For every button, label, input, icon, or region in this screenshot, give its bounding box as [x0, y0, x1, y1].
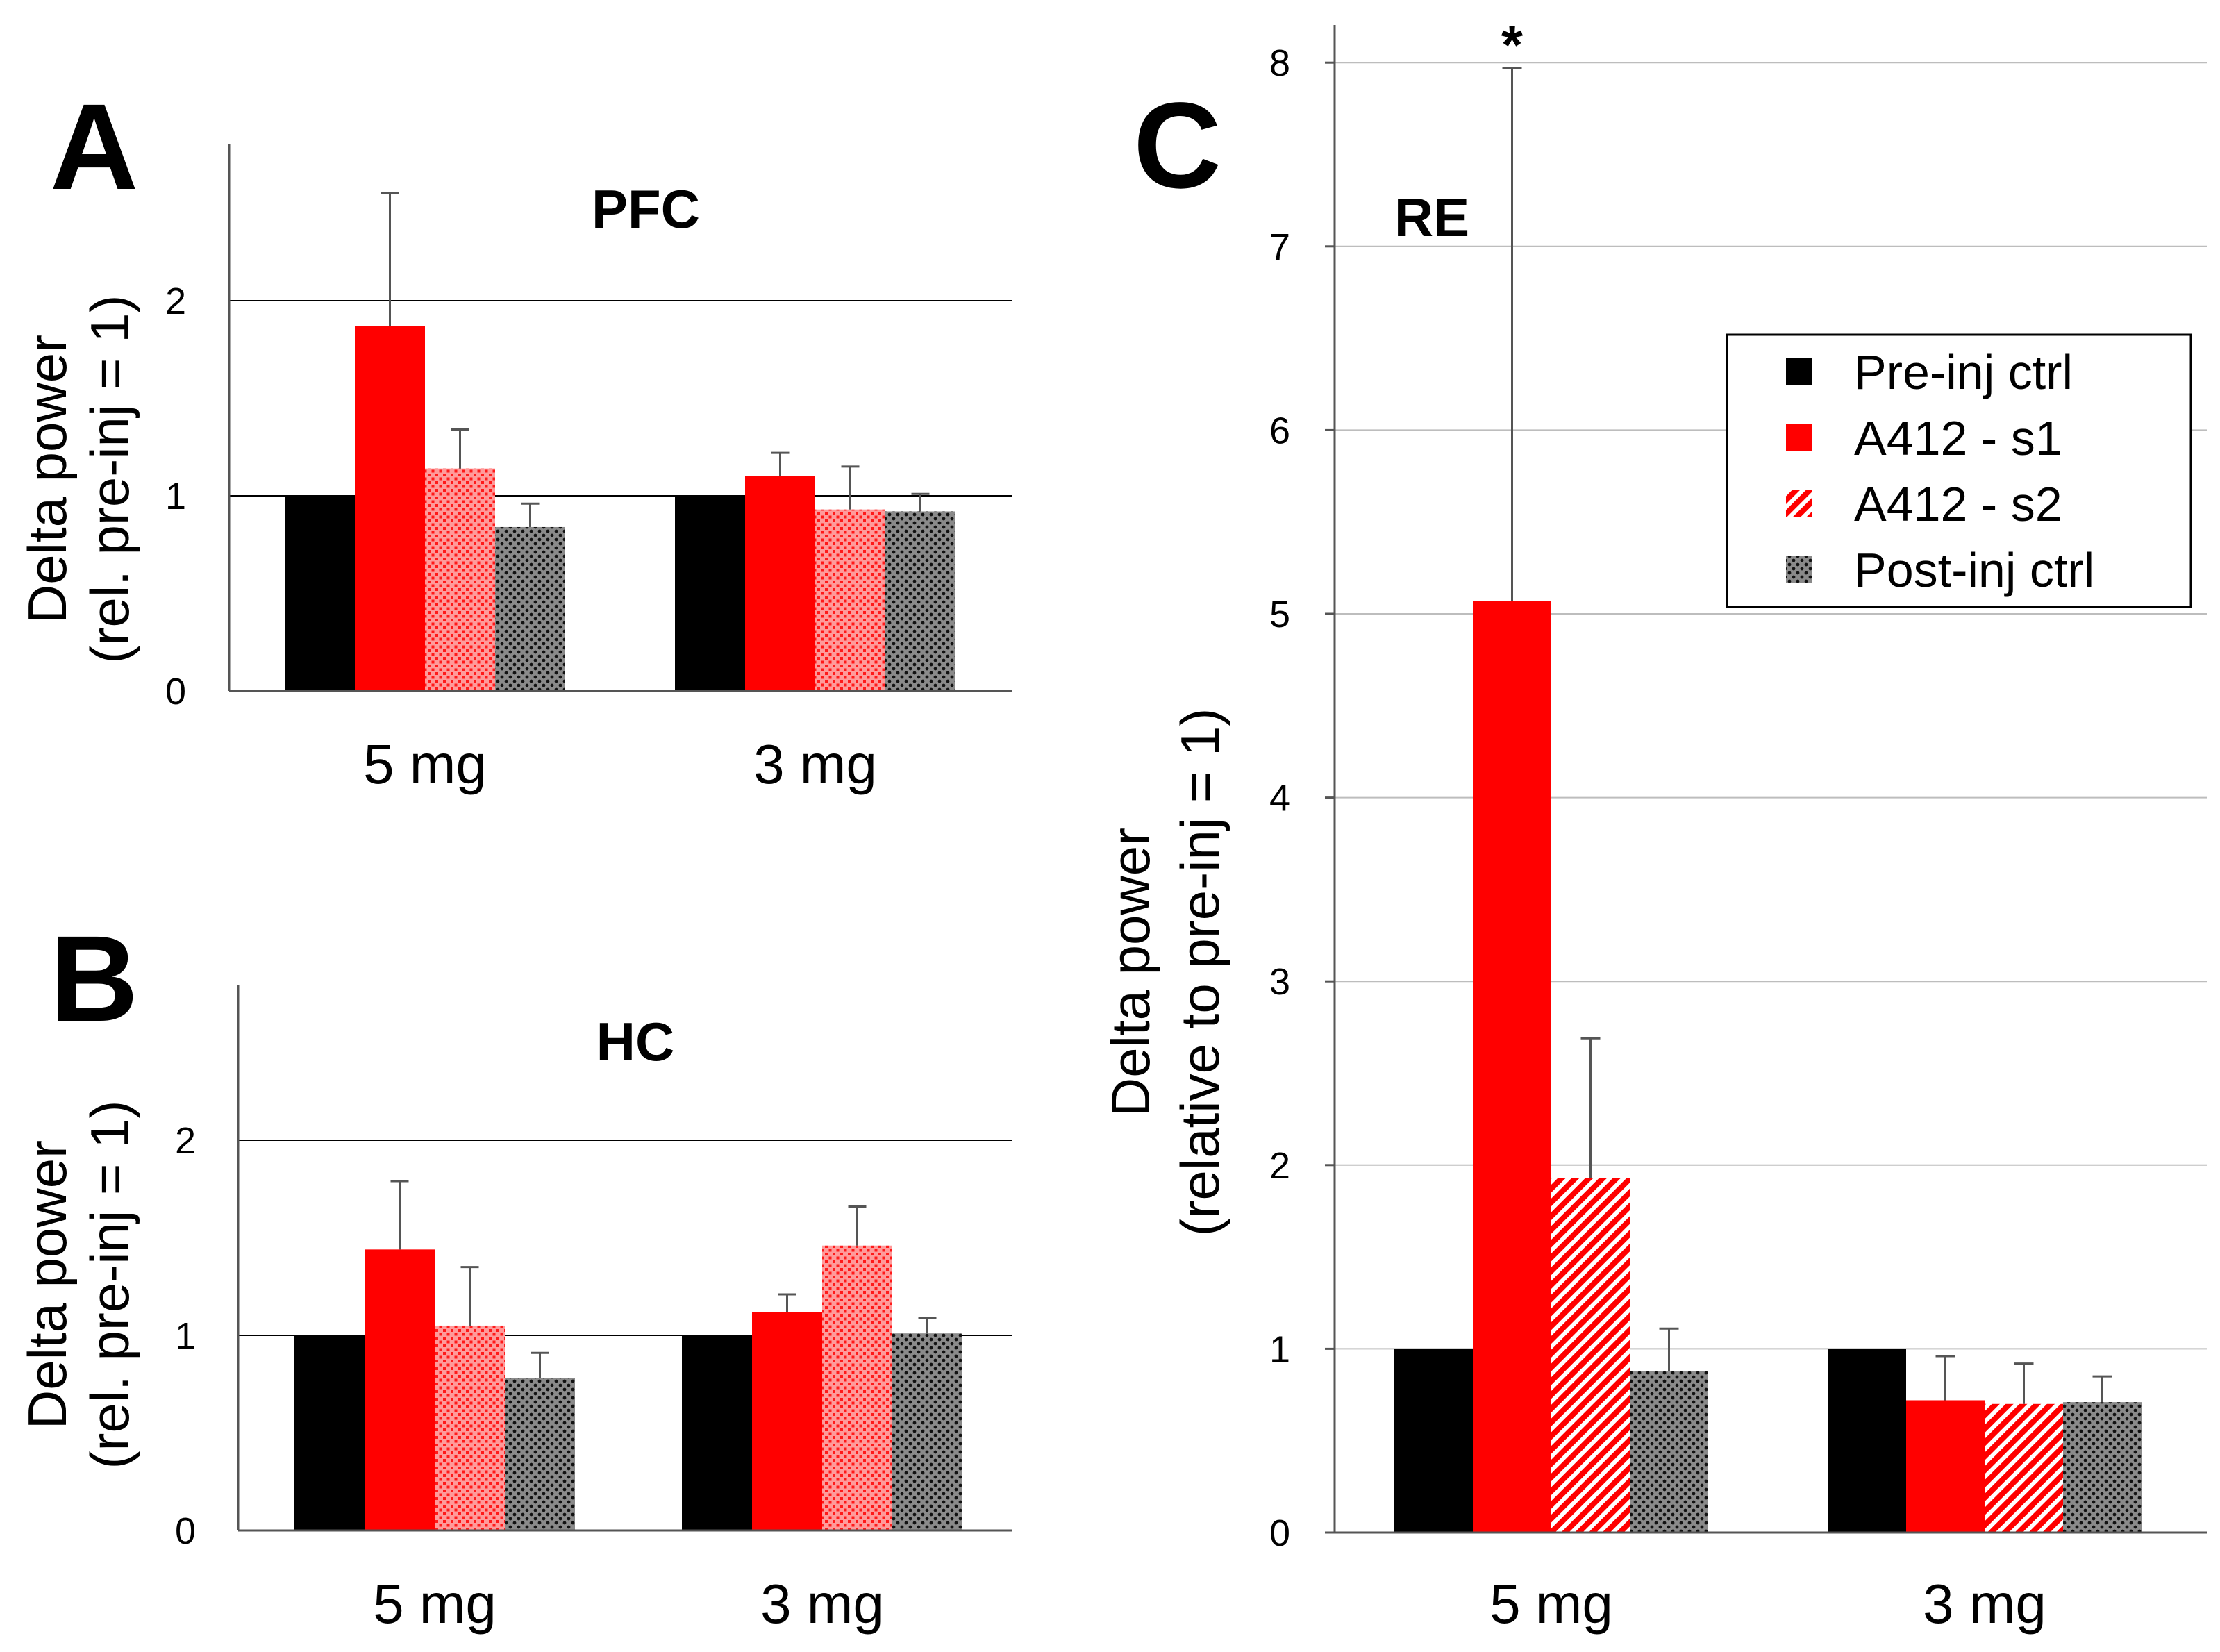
panel-a-chart: 0 1 2 5 mg 3 mg PFC Delta power (rel. pre-inj =…: [17, 144, 1012, 795]
legend-swatch-s2: [1786, 490, 1812, 517]
panel-a-tick-label-0: 0: [165, 671, 186, 712]
panel-c-ylabel-line2: (relative to pre-inj = 1): [1169, 708, 1230, 1237]
panel-c-category-label-5-mg: 5 mg: [1489, 1573, 1613, 1635]
panel-a-title: PFC: [592, 178, 700, 240]
panel-a-ylabel-line2: (rel. pre-inj = 1): [79, 295, 140, 664]
panel-b-bar-a412-s2-3-mg: [822, 1245, 892, 1530]
panel-a-bar-post-inj-ctrl-5-mg: [495, 526, 565, 691]
panel-a-bar-pre-inj-ctrl-3-mg: [675, 496, 745, 691]
panel-a-tick-label-2: 2: [165, 281, 186, 322]
panel-b-chart: 0 1 2 5 mg 3 mg HC Delta power (rel. pre-inj = …: [17, 985, 1012, 1635]
panel-a-category-label-5-mg: 5 mg: [363, 733, 487, 795]
panel-c-bar-a412-s1-3-mg: [1906, 1400, 1985, 1533]
panel-c-ylabel-line1: Delta power: [1100, 828, 1161, 1117]
legend-label-post-inj: Post-inj ctrl: [1854, 543, 2094, 597]
panel-c-bar-pre-inj-ctrl-3-mg: [1828, 1349, 1906, 1533]
legend-swatch-pre-inj: [1786, 358, 1812, 385]
panel-c-tick-label-3: 3: [1269, 961, 1290, 1003]
panel-b-category-label-3-mg: 3 mg: [760, 1573, 884, 1635]
panel-b-bar-post-inj-ctrl-3-mg: [892, 1333, 962, 1530]
panel-letter-b: B: [50, 911, 138, 1047]
panel-b-bar-a412-s1-5-mg: [365, 1249, 435, 1530]
panel-letter-a: A: [50, 79, 138, 215]
panel-b-bar-post-inj-ctrl-5-mg: [505, 1378, 575, 1530]
panel-c-tick-label-7: 7: [1269, 226, 1290, 268]
panel-b-title: HC: [596, 1011, 675, 1072]
panel-c-chart: 0 1 2 3 4 5 6 7 8 5 mg 3 mg RE Delta power (relative …: [1100, 14, 2207, 1635]
panel-b-bar-a412-s1-3-mg: [752, 1312, 822, 1530]
panel-a-bar-post-inj-ctrl-3-mg: [885, 511, 955, 691]
panel-b-bar-pre-inj-ctrl-3-mg: [682, 1335, 752, 1530]
panel-c-bar-post-inj-ctrl-5-mg: [1630, 1371, 1708, 1533]
panel-a-ylabel-line1: Delta power: [17, 335, 78, 624]
legend-swatch-post-inj: [1786, 556, 1812, 583]
panel-c-tick-label-4: 4: [1269, 778, 1290, 819]
panel-c-bar-a412-s2-5-mg: [1551, 1178, 1630, 1533]
legend-swatch-s1: [1786, 424, 1812, 451]
panel-letter-c: C: [1133, 78, 1221, 214]
panel-a-bar-a412-s1-5-mg: [355, 326, 425, 691]
panel-b-tick-label-1: 1: [175, 1315, 196, 1357]
panel-c-tick-label-8: 8: [1269, 42, 1290, 84]
panel-a-bar-a412-s2-3-mg: [815, 509, 885, 691]
panel-b-category-label-5-mg: 5 mg: [373, 1573, 496, 1635]
panel-a-tick-label-1: 1: [165, 476, 186, 517]
panel-b-tick-label-0: 0: [175, 1510, 196, 1552]
panel-a-bar-pre-inj-ctrl-5-mg: [285, 496, 355, 691]
legend: Pre-inj ctrl A412 - s1 A412 - s2 Post-in…: [1726, 333, 2192, 608]
panel-a-bar-a412-s1-3-mg: [745, 476, 815, 691]
legend-label-s2: A412 - s2: [1854, 477, 2062, 531]
panel-c-tick-label-2: 2: [1269, 1145, 1290, 1187]
panel-c-tick-label-0: 0: [1269, 1512, 1290, 1554]
panel-a-bar-a412-s2-5-mg: [425, 468, 495, 691]
legend-label-pre-inj: Pre-inj ctrl: [1854, 345, 2073, 399]
panel-c-significance-marker: *: [1501, 14, 1524, 76]
legend-label-s1: A412 - s1: [1854, 411, 2062, 465]
panel-a-category-label-3-mg: 3 mg: [753, 733, 877, 795]
panel-b-ylabel-line1: Delta power: [17, 1140, 78, 1429]
panel-c-tick-label-1: 1: [1269, 1328, 1290, 1370]
panel-b-tick-label-2: 2: [175, 1120, 196, 1162]
panel-c-bar-pre-inj-ctrl-5-mg: [1394, 1349, 1473, 1533]
panel-b-bar-a412-s2-5-mg: [435, 1325, 505, 1530]
panel-c-bar-a412-s2-3-mg: [1985, 1403, 2063, 1533]
panel-c-tick-label-5: 5: [1269, 594, 1290, 635]
panel-c-bar-a412-s1-5-mg: [1473, 601, 1551, 1533]
panel-c-bar-post-inj-ctrl-3-mg: [2063, 1402, 2142, 1533]
panel-b-bar-pre-inj-ctrl-5-mg: [294, 1335, 365, 1530]
panel-c-tick-label-6: 6: [1269, 410, 1290, 451]
panel-c-title: RE: [1394, 187, 1469, 248]
panel-c-category-label-3-mg: 3 mg: [1923, 1573, 2046, 1635]
panel-b-ylabel-line2: (rel. pre-inj = 1): [79, 1101, 140, 1469]
